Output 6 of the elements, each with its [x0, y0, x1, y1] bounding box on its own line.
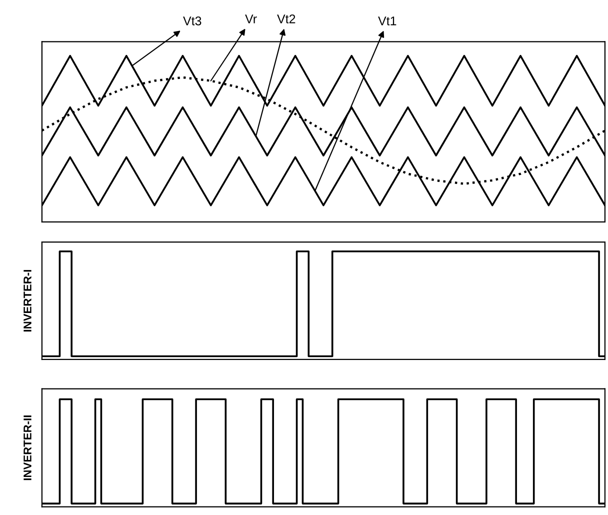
text: Vt2 — [277, 14, 296, 24]
text: Vr — [245, 14, 257, 24]
text: Vt3 — [183, 16, 202, 26]
y-axis-title: INVERTER-I — [24, 270, 32, 332]
y-axis-title: INVERTER-II — [24, 416, 32, 480]
text: Vt1 — [378, 16, 396, 26]
